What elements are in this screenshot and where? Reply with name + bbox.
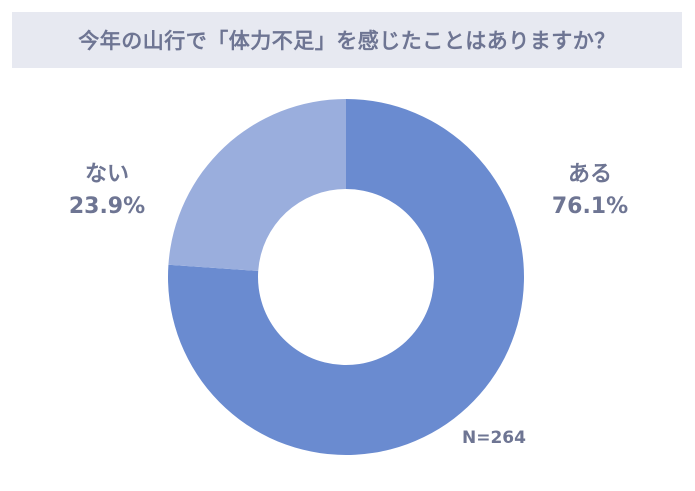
label-no-name: ない [84,162,129,187]
label-no-percent: 23.9% [68,194,146,219]
sample-size: N=264 [462,428,526,448]
label-no: ない 23.9% [52,160,162,224]
label-yes-percent: 76.1% [551,194,629,219]
slice-yes [168,99,524,456]
slice-no [168,99,346,271]
chart-title: 今年の山行で「体力不足」を感じたことはありますか？ [78,29,616,53]
title-bar: 今年の山行で「体力不足」を感じたことはありますか？ [12,12,682,68]
label-yes: ある 76.1% [535,160,645,224]
label-yes-name: ある [567,162,612,187]
